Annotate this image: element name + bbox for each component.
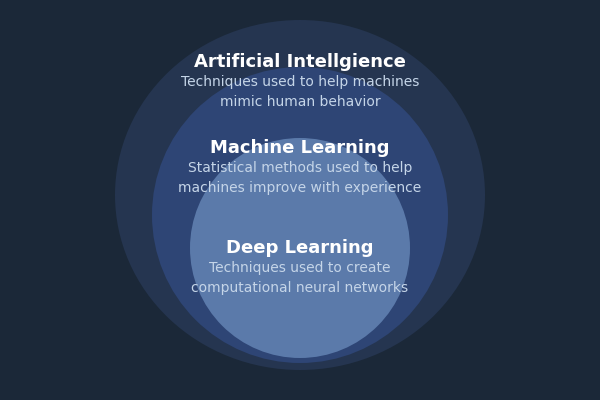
Text: Techniques used to help machines
mimic human behavior: Techniques used to help machines mimic h…: [181, 75, 419, 109]
Text: Techniques used to create
computational neural networks: Techniques used to create computational …: [191, 261, 409, 295]
Text: Machine Learning: Machine Learning: [210, 139, 390, 157]
Ellipse shape: [190, 138, 410, 358]
Text: Artificial Intellgience: Artificial Intellgience: [194, 53, 406, 71]
Text: Statistical methods used to help
machines improve with experience: Statistical methods used to help machine…: [178, 161, 422, 195]
Ellipse shape: [115, 20, 485, 370]
Ellipse shape: [152, 67, 448, 363]
Text: Deep Learning: Deep Learning: [226, 239, 374, 257]
